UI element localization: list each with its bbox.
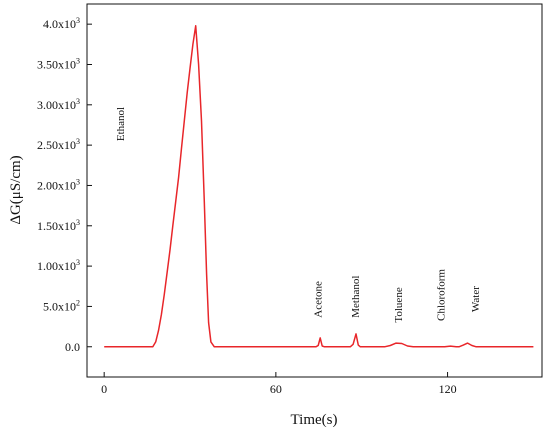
y-tick-exponent: 3 — [76, 97, 80, 106]
y-tick-exponent: 2 — [76, 298, 80, 307]
y-axis-title: ΔG(μS/cm) — [8, 155, 24, 224]
y-tick-base: 1.50x10 — [37, 219, 76, 233]
y-tick-base: 5.0x10 — [43, 299, 76, 313]
y-tick-base: 0.0 — [65, 340, 80, 354]
y-tick-base: 3.50x10 — [37, 57, 76, 71]
ticks: 0 60 1200.05.0x1021.00x1031.50x1032.00x103… — [37, 16, 457, 396]
y-tick-exponent: 3 — [76, 16, 80, 25]
y-tick-label: 2.50x103 — [37, 137, 80, 152]
annotation-label: Acetone — [313, 281, 325, 318]
y-tick-label: 1.00x103 — [37, 258, 80, 273]
annotation-label: Toluene — [393, 287, 405, 322]
annotation-label: Ethanol — [115, 107, 127, 141]
y-tick-label: 3.00x103 — [37, 97, 80, 112]
series-line — [104, 25, 534, 348]
y-tick-exponent: 3 — [76, 137, 80, 146]
plot-frame — [86, 3, 543, 378]
y-tick-exponent: 3 — [76, 218, 80, 227]
y-tick-exponent: 3 — [76, 56, 80, 65]
y-tick-exponent: 3 — [76, 177, 80, 186]
y-tick-base: 2.50x10 — [37, 138, 76, 152]
x-tick-label: 60 — [270, 382, 282, 396]
y-tick-base: 4.0x10 — [43, 17, 76, 31]
annotation-label: Chloroform — [436, 269, 448, 321]
annotation-label: Methanol — [350, 276, 362, 318]
x-tick-label: 0 — [101, 382, 107, 396]
annotation-label: Water — [470, 286, 482, 312]
series — [104, 25, 534, 348]
y-tick-label: 1.50x103 — [37, 218, 80, 233]
y-tick-base: 2.00x10 — [37, 178, 76, 192]
y-tick-base: 1.00x10 — [37, 259, 76, 273]
y-tick-label: 2.00x103 — [37, 177, 80, 192]
y-tick-label: 5.0x102 — [43, 298, 80, 313]
y-tick-label: 3.50x103 — [37, 56, 80, 71]
y-tick-label: 0.0 — [65, 340, 80, 354]
y-tick-base: 3.00x10 — [37, 98, 76, 112]
y-tick-exponent: 3 — [76, 258, 80, 267]
x-axis-title: Time(s) — [291, 412, 338, 428]
y-tick-label: 4.0x103 — [43, 16, 80, 31]
x-tick-label: 120 — [439, 382, 457, 396]
annotations: Ethanol Acetone Methanol Toluene Chloroform W… — [115, 107, 482, 323]
